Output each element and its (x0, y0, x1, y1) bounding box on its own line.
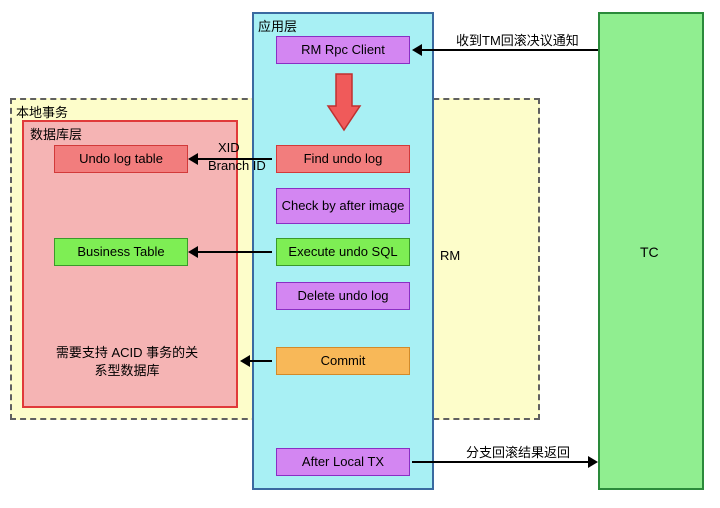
rm-label: RM (440, 248, 460, 263)
find-undo-log-node: Find undo log (276, 145, 410, 173)
arrow-afterlocal-tc (412, 461, 590, 463)
delete-undo-log-node: Delete undo log (276, 282, 410, 310)
business-table-node: Business Table (54, 238, 188, 266)
app-layer-label: 应用层 (258, 16, 297, 35)
execute-undo-sql-node: Execute undo SQL (276, 238, 410, 266)
commit-text: Commit (321, 353, 366, 369)
find-undo-log-text: Find undo log (304, 151, 383, 167)
check-by-after-text: Check by after image (282, 198, 405, 214)
rm-to-tc-label: 分支回滚结果返回 (466, 442, 570, 461)
after-local-tx-text: After Local TX (302, 454, 384, 470)
check-by-after-node: Check by after image (276, 188, 410, 224)
local-tx-label: 本地事务 (16, 102, 68, 121)
business-table-text: Business Table (77, 244, 164, 260)
commit-node: Commit (276, 347, 410, 375)
db-layer-label: 数据库层 (30, 124, 82, 143)
acid-note-label: 需要支持 ACID 事务的关系型数据库 (52, 344, 202, 380)
delete-undo-log-text: Delete undo log (297, 288, 388, 304)
arrow-commit-db (248, 360, 272, 362)
arrowhead-exec-business (188, 246, 198, 258)
arrowhead-find-undotable (188, 153, 198, 165)
undo-log-table-node: Undo log table (54, 145, 188, 173)
arrowhead-commit-db (240, 355, 250, 367)
after-local-tx-node: After Local TX (276, 448, 410, 476)
arrowhead-afterlocal-tc (588, 456, 598, 468)
arrow-find-undotable (196, 158, 272, 160)
xid-label: XID (218, 140, 240, 155)
rm-rpc-client-text: RM Rpc Client (301, 42, 385, 58)
arrow-exec-business (196, 251, 272, 253)
rm-rpc-client-node: RM Rpc Client (276, 36, 410, 64)
arrowhead-tc-rmclient (412, 44, 422, 56)
execute-undo-sql-text: Execute undo SQL (288, 244, 397, 260)
arrow-tc-rmclient (420, 49, 598, 51)
undo-log-table-text: Undo log table (79, 151, 163, 167)
big-down-arrow (326, 70, 362, 136)
tc-label: TC (640, 244, 659, 260)
tc-to-rm-label: 收到TM回滚决议通知 (456, 30, 579, 49)
branch-id-label: Branch ID (208, 158, 266, 173)
